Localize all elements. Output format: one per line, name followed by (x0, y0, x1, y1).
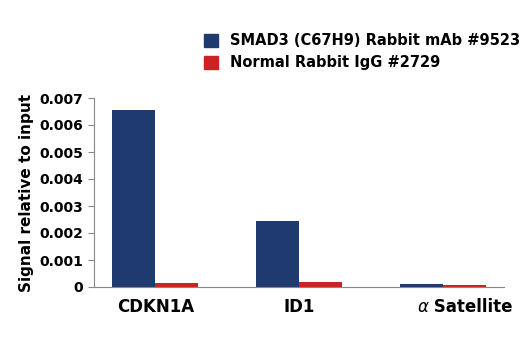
Bar (299, 282, 342, 287)
Bar (112, 110, 155, 287)
Legend: SMAD3 (C67H9) Rabbit mAb #9523, Normal Rabbit IgG #2729: SMAD3 (C67H9) Rabbit mAb #9523, Normal R… (204, 34, 520, 70)
Bar (443, 285, 486, 287)
Bar (399, 284, 443, 287)
Text: $\alpha$: $\alpha$ (417, 298, 430, 316)
Text: CDKN1A: CDKN1A (117, 298, 194, 316)
Y-axis label: Signal relative to input: Signal relative to input (19, 93, 34, 292)
Bar (256, 221, 299, 287)
Text: Satellite: Satellite (428, 298, 513, 316)
Bar (155, 283, 199, 287)
Text: ID1: ID1 (283, 298, 315, 316)
